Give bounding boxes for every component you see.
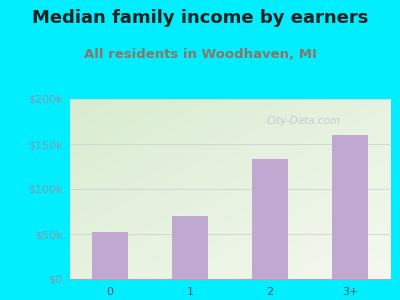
Text: All residents in Woodhaven, MI: All residents in Woodhaven, MI xyxy=(84,48,316,61)
Bar xyxy=(172,216,208,279)
Bar xyxy=(332,135,368,279)
Bar xyxy=(252,159,288,279)
Text: Median family income by earners: Median family income by earners xyxy=(32,9,368,27)
Bar xyxy=(92,232,128,279)
Text: City-Data.com: City-Data.com xyxy=(266,116,341,126)
